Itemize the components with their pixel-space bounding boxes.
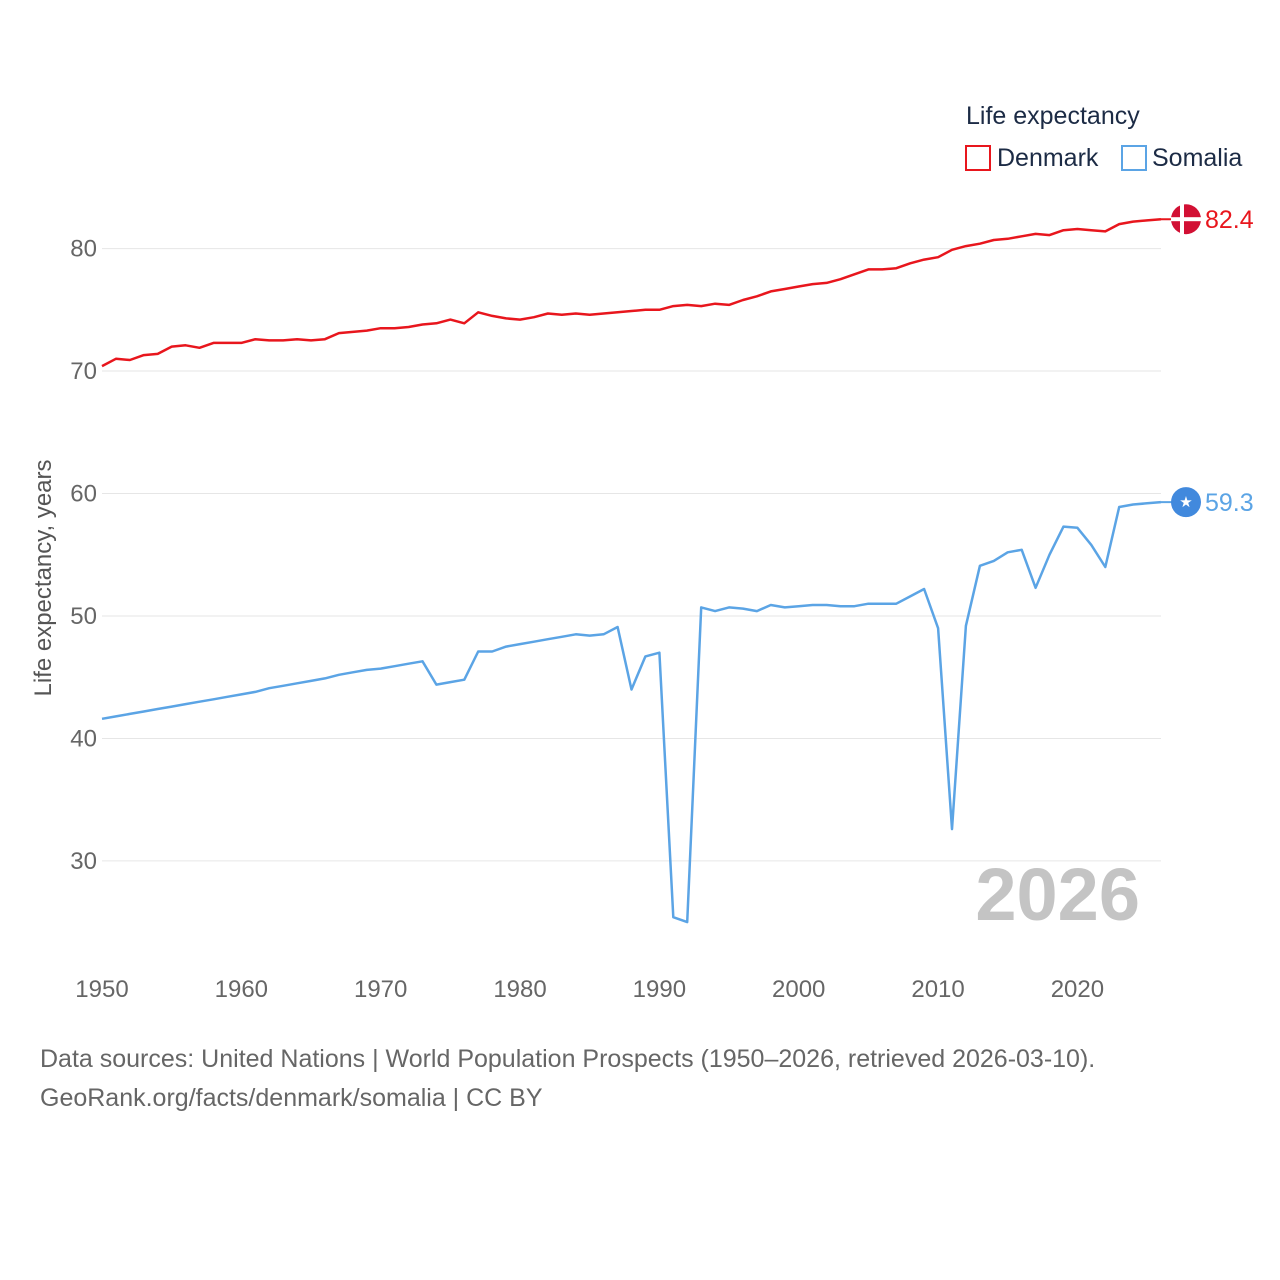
y-tick-label: 70 bbox=[70, 358, 97, 385]
x-tick-label: 2010 bbox=[911, 976, 964, 1003]
y-tick-label: 40 bbox=[70, 725, 97, 752]
x-tick-label: 1950 bbox=[75, 976, 128, 1003]
end-markers: 82.4 ★ 59.3 bbox=[1161, 204, 1254, 518]
legend-swatch-denmark bbox=[965, 145, 991, 171]
denmark-flag-icon bbox=[1171, 204, 1201, 235]
y-axis-title: Life expectancy, years bbox=[30, 459, 57, 696]
x-tick-label: 1970 bbox=[354, 976, 407, 1003]
x-tick-label: 1990 bbox=[633, 976, 686, 1003]
series-line-denmark[interactable] bbox=[101, 217, 1162, 368]
legend-item-denmark[interactable]: Denmark bbox=[965, 144, 1099, 172]
x-tick-label: 1980 bbox=[493, 976, 546, 1003]
y-axis-ticks: 30 40 50 60 70 80 bbox=[70, 236, 97, 875]
end-value-somalia: 59.3 bbox=[1205, 489, 1254, 517]
svg-text:★: ★ bbox=[1179, 494, 1192, 511]
legend-title: Life expectancy bbox=[966, 102, 1140, 130]
x-tick-label: 2020 bbox=[1051, 976, 1104, 1003]
x-tick-label: 1960 bbox=[215, 976, 268, 1003]
source-note: Data sources: United Nations | World Pop… bbox=[40, 1045, 1096, 1073]
year-watermark: 2026 bbox=[975, 853, 1140, 936]
somalia-flag-icon: ★ bbox=[1171, 487, 1201, 518]
y-tick-label: 50 bbox=[70, 603, 97, 630]
y-tick-label: 30 bbox=[70, 848, 97, 875]
x-tick-label: 2000 bbox=[772, 976, 825, 1003]
y-tick-label: 60 bbox=[70, 481, 97, 508]
legend-label-denmark: Denmark bbox=[997, 144, 1099, 172]
legend-item-somalia[interactable]: Somalia bbox=[1121, 144, 1242, 172]
series-line-somalia[interactable] bbox=[101, 500, 1162, 924]
source-attribution: GeoRank.org/facts/denmark/somalia | CC B… bbox=[40, 1084, 543, 1112]
grid-lines bbox=[102, 248, 1161, 862]
series-lines bbox=[101, 217, 1162, 924]
end-value-denmark: 82.4 bbox=[1205, 206, 1254, 234]
legend-label-somalia: Somalia bbox=[1152, 144, 1242, 172]
legend-swatch-somalia bbox=[1121, 145, 1147, 171]
legend[interactable]: Life expectancy Denmark Somalia bbox=[965, 102, 1242, 172]
x-axis-ticks: 1950 1960 1970 1980 1990 2000 2010 2020 bbox=[75, 976, 1104, 1003]
y-tick-label: 80 bbox=[70, 236, 97, 263]
